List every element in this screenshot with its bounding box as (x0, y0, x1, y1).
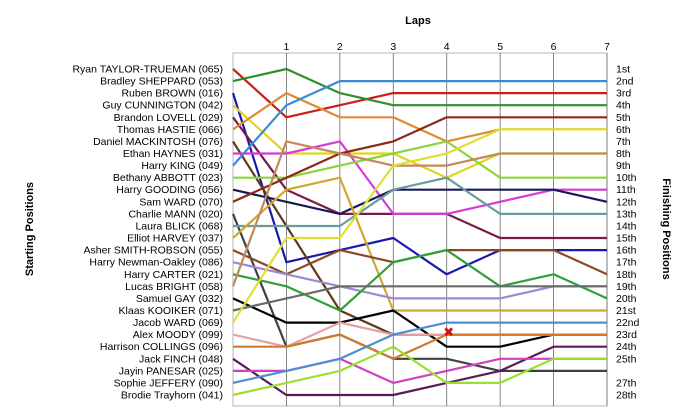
x-tick-label: 5 (497, 41, 503, 53)
starting-position-label: Asher SMITH-ROBSON (055) (84, 245, 223, 257)
finishing-position-label: 13th (616, 208, 637, 220)
finishing-position-label: 9th (616, 160, 631, 172)
crash-marker: ✖ (443, 326, 454, 341)
finishing-position-label: 1st (616, 64, 630, 76)
series-line (233, 140, 607, 215)
starting-position-label: Jayin PANESAR (025) (119, 365, 223, 377)
finishing-position-label: 3rd (616, 88, 631, 100)
finishing-position-labels: 1st2nd3rd4th5th6th7th8th9th10th11th12th1… (616, 64, 640, 402)
starting-position-label: Bradley SHEPPARD (053) (100, 76, 223, 88)
starting-position-label: Sophie JEFFERY (090) (114, 377, 223, 389)
series-line (232, 116, 607, 203)
starting-position-label: Jack FINCH (048) (139, 353, 223, 365)
starting-position-label: Ryan TAYLOR-TRUEMAN (065) (72, 64, 223, 76)
starting-position-label: Klaas KOOIKER (071) (119, 305, 223, 317)
series-line (231, 140, 607, 287)
series-line (232, 321, 607, 384)
starting-position-label: Alex MOODY (099) (133, 329, 223, 341)
series-line (232, 249, 608, 312)
series-line (232, 68, 607, 119)
finishing-position-label: 12th (616, 196, 637, 208)
starting-position-label: Jacob WARD (069) (133, 317, 223, 329)
starting-position-label: Sam WARD (070) (139, 196, 223, 208)
series-line (232, 261, 607, 300)
series-line (233, 140, 607, 179)
starting-position-label: Samuel GAY (032) (136, 293, 223, 305)
finishing-position-label: 23rd (616, 329, 637, 341)
finishing-position-label: 25th (616, 353, 637, 365)
starting-position-label: Guy CUNNINGTON (042) (102, 100, 223, 112)
series-line (232, 188, 608, 215)
series-line (232, 67, 607, 107)
series-layer (231, 67, 608, 397)
x-tick-label: 2 (337, 41, 343, 53)
series-line (232, 345, 607, 397)
finishing-position-label: 14th (616, 220, 637, 232)
finishing-position-label: 17th (616, 257, 637, 269)
left-axis-title: Starting Positions (24, 182, 36, 276)
finishing-position-label: 16th (616, 245, 637, 257)
starting-position-label: Brodie Trayhorn (041) (121, 390, 223, 402)
finishing-position-label: 2nd (616, 76, 634, 88)
finishing-position-label: 19th (616, 281, 637, 293)
finishing-position-label: 6th (616, 124, 631, 136)
right-axis-title: Finishing Positions (660, 178, 672, 279)
x-axis-title: Laps (405, 15, 431, 27)
starting-position-label: Laura BLICK (068) (135, 220, 223, 232)
starting-position-label: Harry GOODING (056) (116, 184, 223, 196)
finishing-position-label: 4th (616, 100, 631, 112)
x-tick-label: 4 (444, 41, 450, 53)
finishing-position-label: 5th (616, 112, 631, 124)
finishing-position-label: 20th (616, 293, 637, 305)
finishing-position-label: 11th (616, 184, 636, 196)
series-line (232, 128, 607, 324)
starting-position-label: Thomas HASTIE (066) (117, 124, 223, 136)
finishing-position-label: 22nd (616, 317, 640, 329)
starting-position-label: Bethany ABBOTT (023) (113, 172, 223, 184)
x-tick-label: 1 (284, 41, 290, 53)
x-tick-labels: 1 2 3 4 5 6 7 (284, 41, 611, 53)
finishing-position-label: 24th (616, 341, 637, 353)
finishing-position-label: 27th (616, 377, 637, 389)
finishing-position-label: 10th (616, 172, 637, 184)
x-tick-label: 7 (604, 41, 610, 53)
starting-position-label: Daniel MACKINTOSH (076) (93, 136, 223, 148)
starting-position-label: Charlie MANN (020) (128, 208, 223, 220)
finishing-position-label: 7th (616, 136, 631, 148)
starting-position-label: Ruben BROWN (016) (121, 88, 223, 100)
series-line (233, 333, 607, 360)
series-line (233, 176, 607, 228)
starting-position-label: Harrison COLLINGS (096) (100, 341, 223, 353)
x-tick-label: 6 (551, 41, 557, 53)
starting-position-label: Elliot HARVEY (037) (127, 233, 223, 245)
starting-position-label: Ethan HAYNES (031) (123, 148, 223, 160)
starting-position-label: Harry KING (049) (141, 160, 223, 172)
series-line (232, 285, 607, 312)
starting-position-label: Brandon LOVELL (029) (114, 112, 223, 124)
x-tick-label: 3 (390, 41, 396, 53)
starting-position-label: Harry Newman-Oakley (086) (89, 257, 223, 269)
finishing-position-label: 8th (616, 148, 631, 160)
finishing-position-label: 18th (616, 269, 637, 281)
starting-position-label: Lucas BRIGHT (058) (125, 281, 223, 293)
starting-position-label: Harry CARTER (021) (124, 269, 223, 281)
series-line (232, 176, 607, 312)
series-line (232, 345, 607, 397)
marker-layer: ✖ (443, 326, 454, 341)
finishing-position-label: 15th (616, 233, 637, 245)
finishing-position-label: 28th (616, 390, 637, 402)
series-line (232, 79, 607, 167)
starting-position-labels: Ryan TAYLOR-TRUEMAN (065)Bradley SHEPPAR… (72, 64, 223, 402)
finishing-position-label: 21st (616, 305, 636, 317)
